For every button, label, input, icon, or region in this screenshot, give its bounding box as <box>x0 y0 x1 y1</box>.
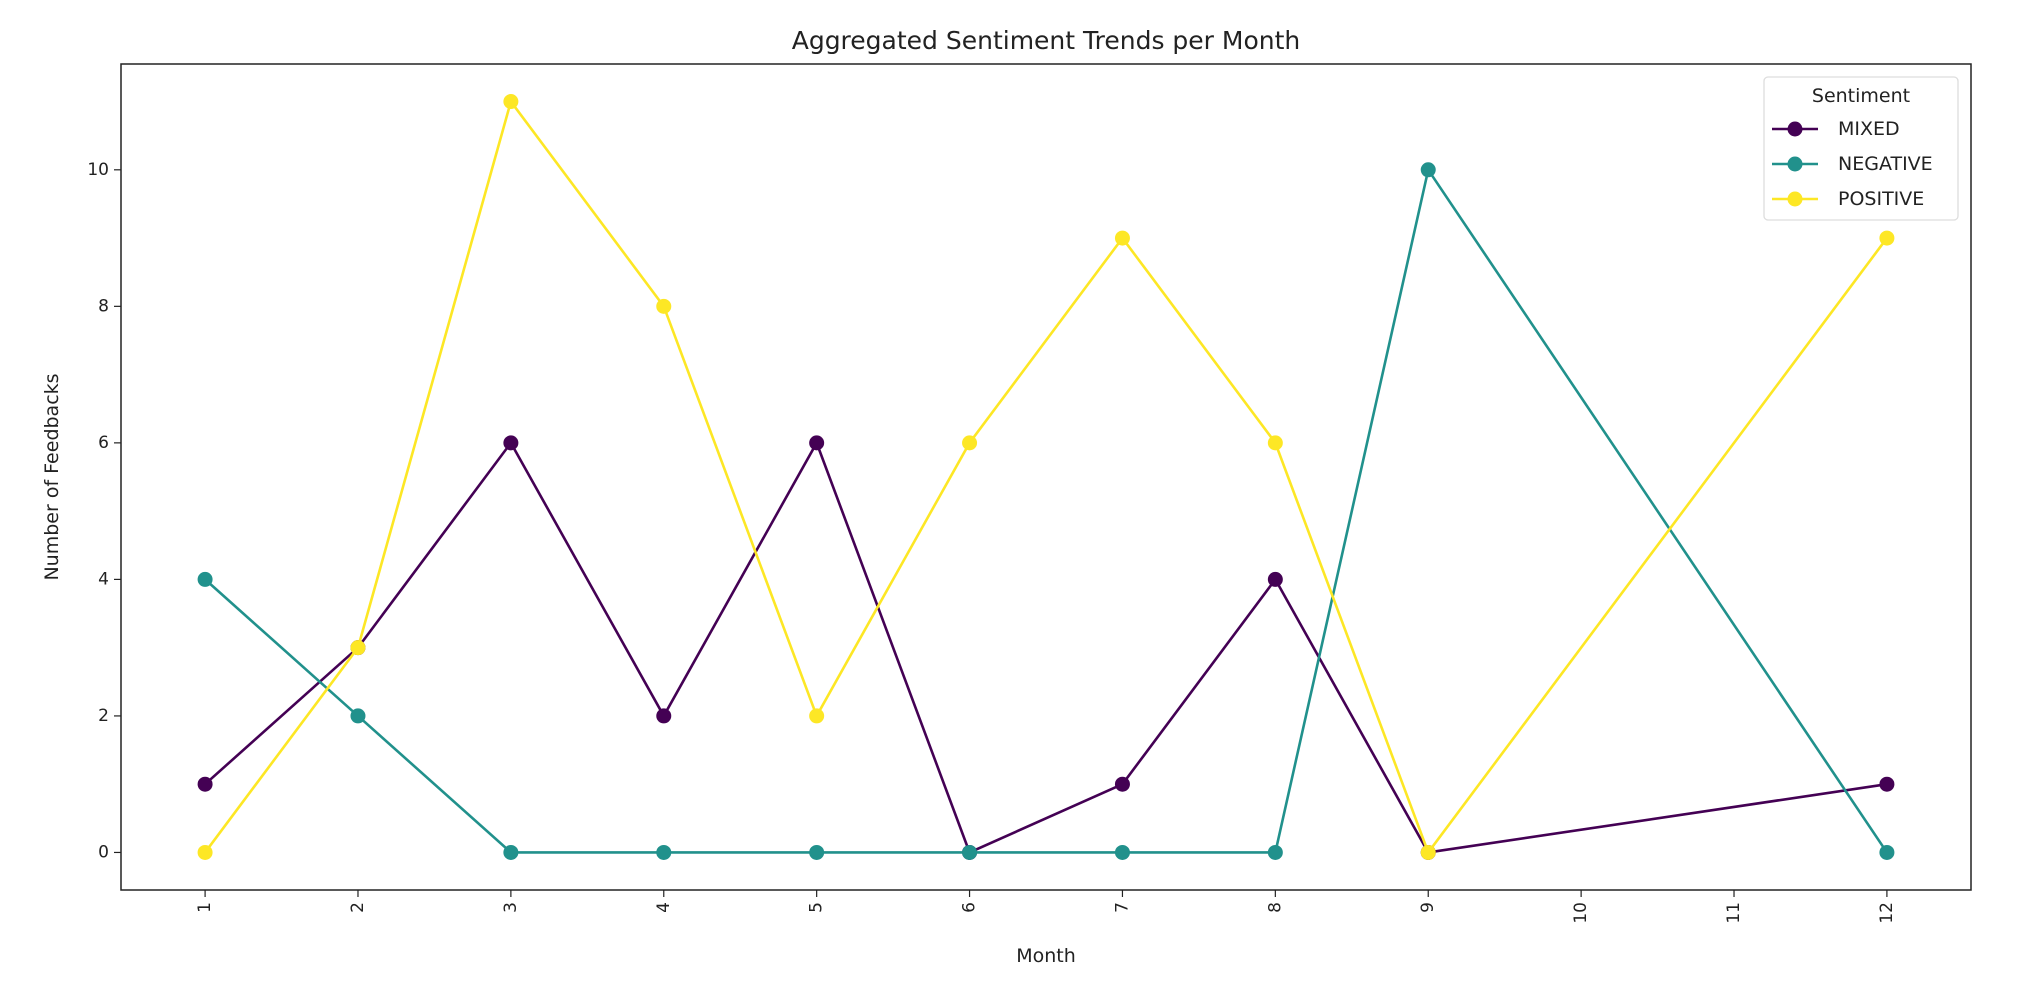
chart-title: Aggregated Sentiment Trends per Month <box>792 26 1301 55</box>
legend-marker <box>1787 156 1803 172</box>
data-point <box>1114 230 1130 246</box>
x-tick-label: 1 <box>195 902 215 913</box>
data-point <box>197 571 213 587</box>
data-point <box>1114 844 1130 860</box>
data-point <box>503 94 519 110</box>
data-point <box>809 708 825 724</box>
data-point <box>1420 844 1436 860</box>
legend-label: NEGATIVE <box>1838 153 1933 175</box>
x-tick-label: 9 <box>1418 902 1438 913</box>
legend: Sentiment MIXED NEGATIVE POSITIVE <box>1763 76 1959 221</box>
data-point <box>656 844 672 860</box>
legend-item-negative: NEGATIVE <box>1772 153 1933 175</box>
y-axis-label: Number of Feedbacks <box>41 373 63 580</box>
x-tick-label: 2 <box>348 902 368 913</box>
data-point <box>1267 844 1283 860</box>
y-tick-label: 4 <box>98 569 109 589</box>
x-tick-label: 10 <box>1571 902 1591 924</box>
data-point <box>197 776 213 792</box>
data-point <box>962 844 978 860</box>
y-tick-label: 6 <box>98 433 109 453</box>
x-axis-label: Month <box>1016 945 1076 967</box>
data-point <box>1420 162 1436 178</box>
series-mixed <box>197 435 1895 860</box>
data-point <box>1879 230 1895 246</box>
y-tick-label: 8 <box>98 296 109 316</box>
x-tick-label: 3 <box>501 902 521 913</box>
data-point <box>350 640 366 656</box>
data-point <box>503 435 519 451</box>
x-tick-label: 8 <box>1265 902 1285 913</box>
data-point <box>503 844 519 860</box>
data-point <box>1267 435 1283 451</box>
data-point <box>1879 844 1895 860</box>
x-tick-label: 6 <box>960 902 980 913</box>
data-point <box>1267 571 1283 587</box>
legend-label: POSITIVE <box>1838 188 1924 210</box>
data-point <box>1114 776 1130 792</box>
legend-marker <box>1787 121 1803 137</box>
plot-frame <box>120 63 1972 891</box>
series-line <box>204 98 1888 856</box>
x-tick-label: 5 <box>807 902 827 913</box>
series-positive <box>197 94 1895 860</box>
series-line <box>204 439 1888 855</box>
data-point <box>809 844 825 860</box>
series-line <box>204 166 1888 854</box>
legend-label: MIXED <box>1838 118 1900 140</box>
series-negative <box>197 162 1895 860</box>
data-point <box>809 435 825 451</box>
y-tick-label: 2 <box>98 706 109 726</box>
x-tick-label: 11 <box>1724 902 1744 924</box>
data-point <box>1879 776 1895 792</box>
data-point <box>656 298 672 314</box>
data-point <box>197 844 213 860</box>
legend-item-mixed: MIXED <box>1772 118 1900 140</box>
legend-title: Sentiment <box>1812 85 1910 107</box>
y-tick-label: 0 <box>98 842 109 862</box>
x-tick-label: 12 <box>1877 902 1897 924</box>
legend-box <box>1763 76 1959 221</box>
legend-item-positive: POSITIVE <box>1772 188 1924 210</box>
data-point <box>962 435 978 451</box>
y-tick-label: 10 <box>87 160 109 180</box>
data-point <box>656 708 672 724</box>
x-tick-label: 7 <box>1112 902 1132 913</box>
x-tick-label: 4 <box>654 902 674 913</box>
legend-marker <box>1787 191 1803 207</box>
data-point <box>350 708 366 724</box>
